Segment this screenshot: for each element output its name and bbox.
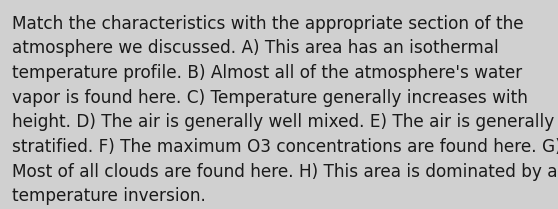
Text: Most of all clouds are found here. H) This area is dominated by a: Most of all clouds are found here. H) Th…: [12, 163, 558, 181]
Text: stratified. F) The maximum O3 concentrations are found here. G): stratified. F) The maximum O3 concentrat…: [12, 138, 558, 156]
Text: temperature profile. B) Almost all of the atmosphere's water: temperature profile. B) Almost all of th…: [12, 64, 522, 82]
Text: vapor is found here. C) Temperature generally increases with: vapor is found here. C) Temperature gene…: [12, 89, 528, 107]
Text: atmosphere we discussed. A) This area has an isothermal: atmosphere we discussed. A) This area ha…: [12, 39, 499, 57]
Text: temperature inversion.: temperature inversion.: [12, 187, 206, 205]
Text: Match the characteristics with the appropriate section of the: Match the characteristics with the appro…: [12, 15, 524, 33]
Text: height. D) The air is generally well mixed. E) The air is generally: height. D) The air is generally well mix…: [12, 113, 555, 131]
